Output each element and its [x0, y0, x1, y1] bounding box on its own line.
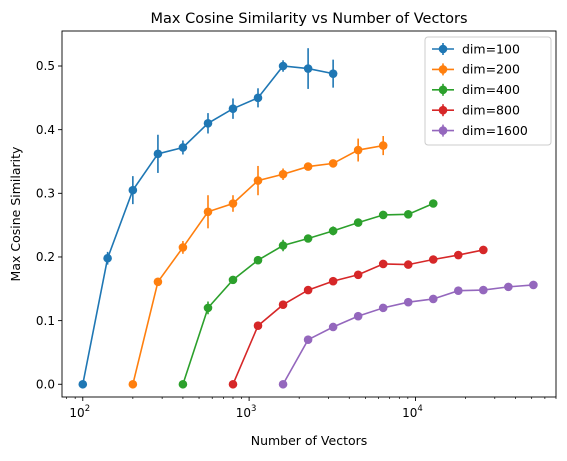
data-point: [78, 379, 88, 389]
series-dim-100: [78, 48, 338, 389]
data-point: [378, 141, 388, 150]
data-point: [353, 145, 363, 155]
plot-frame: [61, 30, 557, 398]
plot-area: 0.0 0.1 0.2 0.3 0.4 0.5 102 103 104 dim=100 dim=20…: [36, 30, 557, 420]
data-point: [278, 300, 288, 310]
legend-item: dim=800: [432, 103, 520, 118]
data-point: [203, 118, 213, 128]
x-tick-label: 104: [402, 404, 423, 420]
y-tick-label: 0.1: [36, 314, 55, 328]
legend-marker: [438, 85, 448, 95]
data-point: [228, 379, 238, 389]
data-point: [454, 250, 463, 260]
data-point: [378, 259, 388, 269]
legend-box: [424, 36, 552, 146]
data-point: [529, 280, 538, 290]
data-point: [403, 260, 413, 269]
data-point: [303, 285, 313, 295]
data-point: [479, 245, 488, 255]
data-point: [479, 285, 488, 295]
data-point: [278, 379, 288, 389]
data-point: [328, 322, 338, 332]
y-tick-label: 0.3: [36, 187, 55, 201]
data-point: [253, 93, 263, 103]
legend-label: dim=800: [462, 103, 520, 118]
legend: dim=100 dim=200 dim=400 dim=800 dim=1600: [424, 36, 552, 146]
legend-marker: [438, 44, 448, 54]
data-point: [128, 185, 138, 195]
data-point: [328, 276, 338, 286]
data-point: [328, 69, 338, 78]
legend-label: dim=400: [462, 82, 520, 97]
data-point: [428, 199, 438, 208]
y-axis-label: Max Cosine Similarity: [8, 146, 23, 281]
data-point: [278, 169, 288, 179]
data-point: [228, 104, 238, 113]
x-axis-label: Number of Vectors: [251, 433, 368, 448]
data-point: [403, 210, 413, 219]
legend-label: dim=1600: [462, 123, 528, 138]
data-point: [228, 199, 238, 208]
data-point: [153, 277, 163, 287]
data-point: [228, 275, 238, 285]
y-tick-label: 0.0: [36, 377, 55, 391]
data-point: [253, 321, 263, 331]
data-point: [253, 176, 263, 185]
data-point: [253, 255, 263, 265]
data-point: [378, 303, 388, 313]
data-point: [203, 303, 213, 313]
y-tick-label: 0.2: [36, 250, 55, 264]
data-point: [353, 270, 363, 280]
data-point: [328, 159, 338, 168]
data-point: [303, 162, 313, 171]
data-point: [103, 253, 112, 263]
data-point: [178, 243, 188, 252]
series-dim-1600: [278, 280, 538, 389]
data-point: [303, 234, 313, 243]
chart-title: Max Cosine Similarity vs Number of Vecto…: [151, 11, 468, 27]
x-tick-label: 102: [69, 404, 90, 420]
series-dim-400: [178, 199, 438, 389]
legend-marker: [438, 126, 448, 135]
y-tick-label: 0.4: [36, 123, 55, 137]
data-point: [403, 297, 413, 307]
data-point: [178, 143, 188, 152]
data-point: [428, 255, 438, 264]
x-tick-label: 103: [236, 404, 257, 420]
legend-marker: [438, 65, 448, 74]
legend-marker: [438, 105, 448, 115]
y-tick-label: 0.5: [36, 59, 55, 73]
data-point: [203, 207, 213, 217]
data-point: [378, 210, 388, 220]
legend-item: dim=400: [432, 82, 520, 97]
legend-item: dim=100: [432, 41, 520, 56]
data-point: [504, 282, 513, 292]
data-point: [128, 379, 138, 389]
legend-item: dim=1600: [432, 123, 528, 138]
data-point: [303, 64, 313, 73]
data-point: [428, 294, 438, 304]
legend-label: dim=100: [462, 41, 520, 56]
data-point: [454, 286, 463, 296]
data-point: [303, 335, 313, 345]
legend-item: dim=200: [432, 62, 520, 77]
series-dim-200: [128, 136, 388, 389]
data-point: [278, 241, 288, 250]
legend-label: dim=200: [462, 62, 520, 77]
data-point: [178, 379, 188, 389]
data-point: [353, 218, 363, 227]
data-point: [328, 226, 338, 236]
data-point: [278, 61, 288, 71]
data-point: [153, 149, 163, 159]
series-dim-800: [228, 245, 488, 389]
data-point: [353, 311, 363, 321]
